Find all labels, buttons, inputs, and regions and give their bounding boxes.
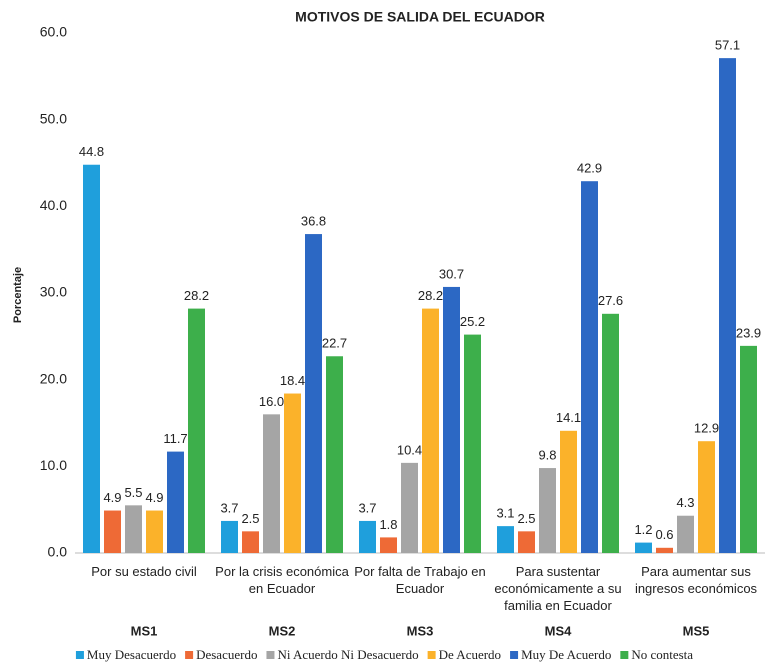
x-tick-label-box: Para aumentar sus ingresos económicos (634, 564, 758, 596)
y-tick-label: 50.0 (40, 110, 67, 126)
bar (359, 520, 376, 553)
x-tick-label-box: Por su estado civil (91, 564, 197, 579)
value-label: 4.3 (676, 495, 694, 510)
bar (221, 520, 238, 553)
value-label: 14.1 (556, 410, 581, 425)
x-tick-label: Para sustentar económicamente a su famil… (494, 564, 622, 613)
x-tick-label: Por la crisis económica en Ecuador (215, 564, 349, 596)
y-tick-label: 20.0 (40, 370, 67, 386)
bar (539, 468, 556, 553)
y-tick-label: 10.0 (40, 457, 67, 473)
bar (146, 510, 163, 553)
bar (443, 286, 460, 553)
legend-swatch (266, 651, 275, 659)
bar (656, 547, 673, 553)
bar (284, 393, 301, 553)
value-label: 16.0 (259, 394, 284, 409)
bar (401, 462, 418, 553)
x-tick-label: Por falta de Trabajo en Ecuador (354, 564, 486, 596)
y-tick-label: 60.0 (40, 24, 67, 40)
value-label: 44.8 (79, 144, 104, 159)
group-label: MS1 (131, 623, 158, 638)
value-label: 10.4 (397, 442, 422, 457)
x-tick-label-box: Por la crisis económica en Ecuador (215, 564, 349, 596)
legend-label: No contesta (631, 647, 693, 662)
y-tick-label: 0.0 (48, 544, 68, 560)
bar (263, 414, 280, 553)
x-tick-label-box: Por falta de Trabajo en Ecuador (354, 564, 486, 596)
x-tick-label: Para aumentar sus ingresos económicos (634, 564, 758, 596)
legend-swatch (620, 651, 629, 659)
bar (326, 356, 343, 553)
value-label: 12.9 (694, 421, 719, 436)
bar (188, 308, 205, 553)
value-label: 2.5 (517, 511, 535, 526)
bar (83, 164, 100, 553)
legend-label: Muy Desacuerdo (87, 647, 176, 662)
legend-swatch (427, 651, 436, 659)
y-tick-label: 40.0 (40, 197, 67, 213)
value-label: 3.1 (496, 506, 514, 521)
group-label: MS3 (407, 623, 434, 638)
legend-label: De Acuerdo (439, 647, 501, 662)
legend-label: Ni Acuerdo Ni Desacuerdo (277, 647, 418, 662)
value-label: 28.2 (184, 288, 209, 303)
legend-label: Muy De Acuerdo (521, 647, 611, 662)
bar (464, 334, 481, 553)
value-label: 4.9 (103, 490, 121, 505)
bar (698, 441, 715, 553)
bar (740, 345, 757, 553)
group-label: MS4 (545, 623, 573, 638)
bar (422, 308, 439, 553)
y-tick-label: 30.0 (40, 284, 67, 300)
value-label: 22.7 (322, 336, 347, 351)
value-label: 25.2 (460, 314, 485, 329)
value-label: 5.5 (124, 485, 142, 500)
value-label: 2.5 (241, 511, 259, 526)
group-label: MS2 (269, 623, 296, 638)
value-label: 36.8 (301, 214, 326, 229)
bar (497, 526, 514, 553)
bar (719, 58, 736, 554)
legend-swatch (185, 651, 194, 659)
bar (581, 181, 598, 553)
bar (518, 531, 535, 553)
bar (560, 430, 577, 553)
bar (602, 313, 619, 553)
value-label: 9.8 (538, 448, 556, 463)
value-label: 0.6 (655, 527, 673, 542)
bar (167, 451, 184, 553)
x-tick-label: Por su estado civil (91, 564, 197, 579)
legend-label: Desacuerdo (196, 647, 257, 662)
value-label: 4.9 (145, 490, 163, 505)
bar (242, 531, 259, 553)
value-label: 28.2 (418, 288, 443, 303)
value-label: 1.8 (379, 517, 397, 532)
value-label: 18.4 (280, 373, 305, 388)
value-label: 30.7 (439, 266, 464, 281)
bar (635, 542, 652, 553)
x-tick-label-box: Para sustentar económicamente a su famil… (494, 564, 622, 613)
value-label: 23.9 (736, 325, 761, 340)
value-label: 27.6 (598, 293, 623, 308)
chart-title: MOTIVOS DE SALIDA DEL ECUADOR (295, 9, 545, 25)
value-label: 3.7 (358, 500, 376, 515)
bar (380, 537, 397, 553)
legend-swatch (75, 651, 84, 659)
legend-swatch (510, 651, 519, 659)
bar (104, 510, 121, 553)
bar (125, 505, 142, 553)
y-axis-label: Porcentaje (12, 267, 24, 323)
value-label: 3.7 (220, 500, 238, 515)
bar (677, 515, 694, 553)
value-label: 11.7 (163, 431, 187, 446)
group-label: MS5 (683, 623, 710, 638)
bar (305, 234, 322, 554)
value-label: 1.2 (634, 522, 652, 537)
value-label: 42.9 (577, 161, 602, 176)
value-label: 57.1 (715, 38, 740, 53)
